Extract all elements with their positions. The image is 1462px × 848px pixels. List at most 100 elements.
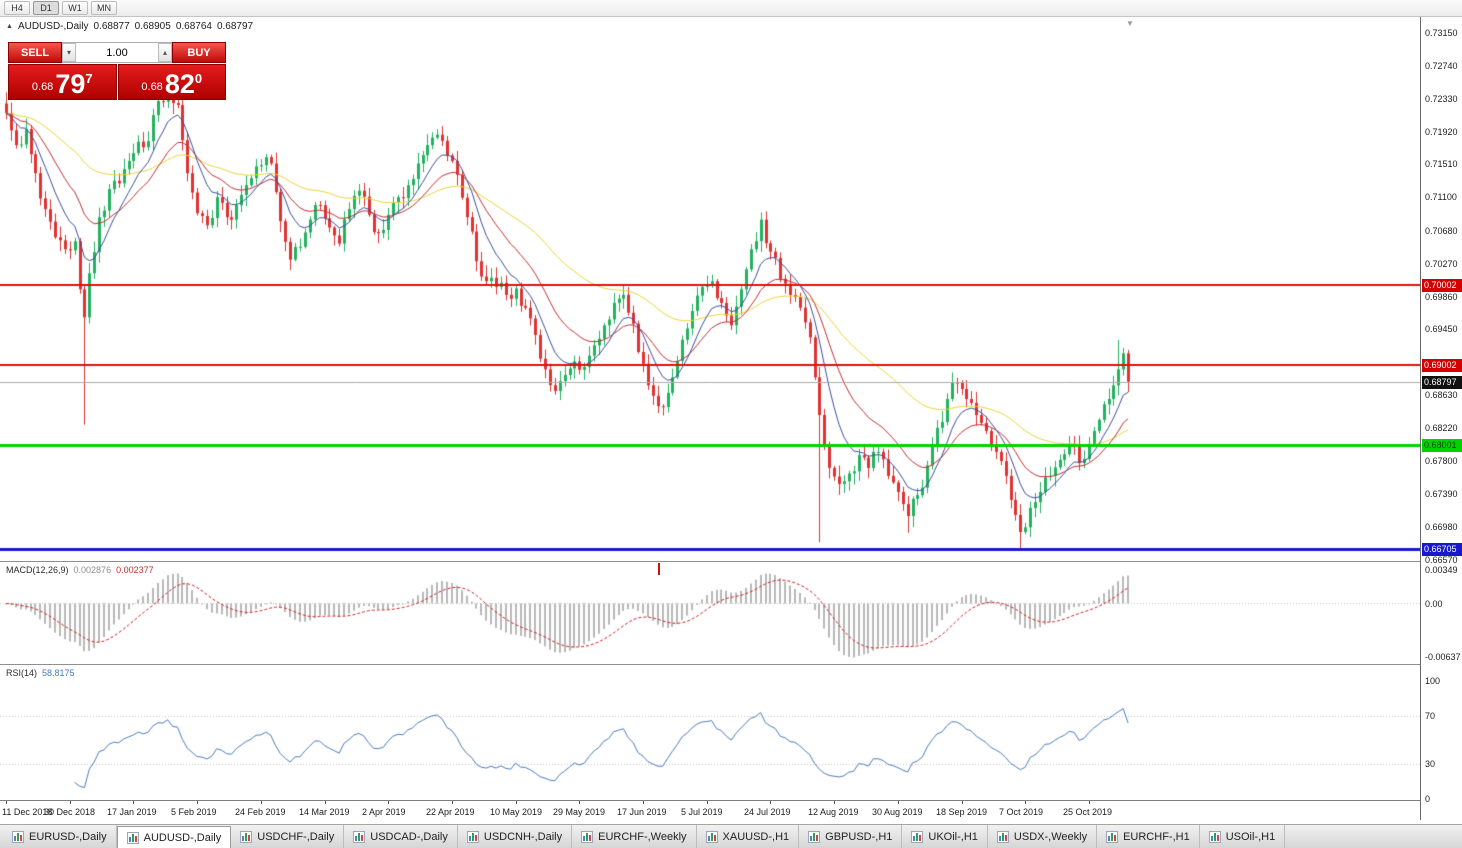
axis-tick-label: 0 xyxy=(1425,794,1431,804)
chart-tab-label: USDCAD-,Daily xyxy=(370,830,448,843)
date-tick-label: 11 Dec 2018 xyxy=(2,807,53,817)
date-tick-mark xyxy=(1089,801,1090,804)
chart-tab[interactable]: UKOil-,H1 xyxy=(902,825,988,848)
date-tick-label: 25 Oct 2019 xyxy=(1063,807,1113,817)
macd-canvas[interactable] xyxy=(0,562,1421,664)
chart-tab[interactable]: EURUSD-,Daily xyxy=(3,825,117,848)
date-tick-label: 12 Aug 2019 xyxy=(808,807,859,817)
chart-tab-icon xyxy=(1208,830,1221,843)
axis-tick-label: 0.70270 xyxy=(1425,258,1458,269)
main-chart-panel: ▲ AUDUSD-,Daily 0.68877 0.68905 0.68764 … xyxy=(0,17,1421,561)
chart-tab-icon xyxy=(1106,830,1119,843)
timeframe-button-h4[interactable]: H4 xyxy=(4,1,30,15)
date-tick-label: 7 Oct 2019 xyxy=(999,807,1044,817)
date-tick-label: 17 Jan 2019 xyxy=(107,807,157,817)
date-axis[interactable]: 11 Dec 2018 30 Dec 2018 17 Jan 2019 5 Feb 2… xyxy=(0,800,1462,824)
chart-tab-label: EURCHF-,H1 xyxy=(1123,830,1190,843)
chart-tab-icon xyxy=(705,830,718,843)
chart-tab[interactable]: USDCAD-,Daily xyxy=(344,825,458,848)
chart-tab-icon xyxy=(126,831,139,844)
date-tick-label: 2 Apr 2019 xyxy=(362,807,406,817)
axis-tick-label: 0.68630 xyxy=(1425,390,1458,400)
axis-tick-label: 100 xyxy=(1425,676,1441,686)
quote-high: 0.68905 xyxy=(134,21,171,32)
date-tick-mark xyxy=(388,801,389,804)
date-tick-mark xyxy=(6,801,7,804)
buy-price-display[interactable]: 0.68 82 0 xyxy=(117,64,226,100)
timeframe-button-mn[interactable]: MN xyxy=(91,1,117,15)
chart-tab-label: EURCHF-,Weekly xyxy=(598,830,687,843)
panel-separator[interactable] xyxy=(0,664,1462,665)
axis-tick-label: 70 xyxy=(1425,711,1436,722)
axis-tick-label: 0.69450 xyxy=(1425,324,1458,335)
price-line-label: 0.70002 xyxy=(1422,279,1462,293)
buy-button[interactable]: BUY xyxy=(172,42,226,63)
date-tick-label: 24 Jul 2019 xyxy=(744,807,791,817)
chart-tab[interactable]: EURCHF-,Weekly xyxy=(572,825,697,848)
rsi-canvas[interactable] xyxy=(0,665,1421,800)
volume-control: ▾ 1.00 ▴ xyxy=(62,42,172,63)
chart-tab[interactable]: USDCHF-,Daily xyxy=(231,825,345,848)
collapse-triangle-icon[interactable]: ▲ xyxy=(6,23,13,30)
sell-price-display[interactable]: 0.68 79 7 xyxy=(8,64,117,100)
volume-decrease-button[interactable]: ▾ xyxy=(62,43,76,62)
bid-big-digits: 79 xyxy=(55,69,86,99)
price-line-label: 0.68797 xyxy=(1422,375,1462,389)
chart-tab[interactable]: GBPUSD-,H1 xyxy=(799,825,903,848)
chart-tab-label: AUDUSD-,Daily xyxy=(143,831,222,844)
rsi-panel: RSI(14) 58.8175 xyxy=(0,665,1421,800)
chart-shift-marker[interactable]: ▼ xyxy=(1126,19,1134,28)
chart-tab-icon xyxy=(12,830,24,843)
chart-tab[interactable]: AUDUSD-,Daily xyxy=(116,826,232,848)
date-tick-mark xyxy=(452,801,453,804)
timeframe-button-w1[interactable]: W1 xyxy=(62,1,88,15)
date-tick-label: 10 May 2019 xyxy=(490,807,543,817)
chart-tab-label: XAUUSD-,H1 xyxy=(722,830,790,843)
chart-tab[interactable]: XAUUSD-,H1 xyxy=(697,825,800,848)
date-tick-label: 18 Sep 2019 xyxy=(936,807,988,817)
axis-tick-label: 0.72330 xyxy=(1425,93,1458,104)
axis-tick-label: 0.69860 xyxy=(1425,291,1458,302)
date-tick-label: 22 Apr 2019 xyxy=(426,807,475,817)
chart-tab-label: USDCHF-,Daily xyxy=(257,830,335,843)
chart-tab[interactable]: USDCNH-,Daily xyxy=(458,825,573,848)
macd-object-marker[interactable] xyxy=(658,563,660,575)
main-chart-canvas[interactable] xyxy=(0,17,1421,561)
date-tick-label: 30 Dec 2018 xyxy=(44,807,96,817)
chart-tab-icon xyxy=(353,830,366,843)
rsi-value: 58.8175 xyxy=(42,668,75,678)
volume-increase-button[interactable]: ▴ xyxy=(158,43,172,62)
date-tick-label: 17 Jun 2019 xyxy=(617,807,667,817)
volume-input[interactable]: 1.00 xyxy=(106,46,128,59)
rsi-label: RSI(14) 58.8175 xyxy=(6,668,75,678)
panel-separator[interactable] xyxy=(0,561,1462,562)
axis-tick-label: 0.71510 xyxy=(1425,159,1458,170)
chart-tab-icon xyxy=(581,830,594,843)
chart-tab[interactable]: USDX-,Weekly xyxy=(988,825,1098,848)
bid-prefix: 0.68 xyxy=(31,81,54,93)
timeframe-button-d1[interactable]: D1 xyxy=(33,1,59,15)
one-click-trading-panel: SELL ▾ 1.00 ▴ BUY 0.68 79 7 0.68 82 0 xyxy=(8,42,226,100)
price-line-label: 0.66705 xyxy=(1422,543,1462,557)
chart-tab[interactable]: USOil-,H1 xyxy=(1200,825,1286,848)
date-tick-label: 24 Feb 2019 xyxy=(235,807,286,817)
chart-tab[interactable]: EURCHF-,H1 xyxy=(1097,825,1200,848)
axis-tick-label: -0.00637 xyxy=(1425,652,1461,662)
chart-tab-icon xyxy=(911,830,924,843)
chart-tab-icon xyxy=(466,830,479,843)
date-tick-mark xyxy=(834,801,835,804)
quote-low: 0.68764 xyxy=(175,21,212,32)
sell-button[interactable]: SELL xyxy=(8,42,62,63)
axis-tick-label: 0.68220 xyxy=(1425,422,1458,433)
date-tick-mark xyxy=(643,801,644,804)
price-axis[interactable]: 0.73150 0.72740 0.72330 0.71920 0.71510 0.711… xyxy=(1420,17,1462,820)
date-tick-label: 30 Aug 2019 xyxy=(872,807,923,817)
macd-label: MACD(12,26,9) 0.002876 0.002377 xyxy=(6,565,154,575)
axis-tick-label: 0.67390 xyxy=(1425,489,1458,500)
axis-tick-label: 0.71920 xyxy=(1425,126,1458,137)
axis-tick-label: 0.00349 xyxy=(1425,565,1458,575)
axis-tick-label: 30 xyxy=(1425,758,1436,769)
ask-pipette: 0 xyxy=(194,71,203,86)
chart-tab-label: GBPUSD-,H1 xyxy=(825,830,893,843)
